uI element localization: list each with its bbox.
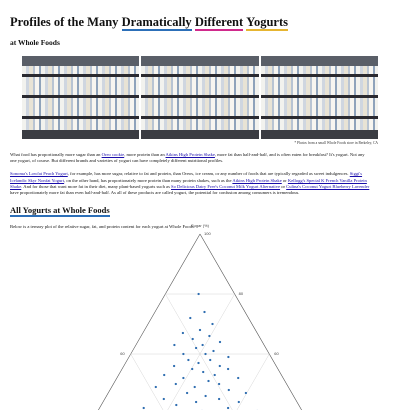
- grid-line-fat-1: [131, 354, 235, 410]
- data-point: [214, 374, 216, 376]
- tick-label-right-0: 100: [204, 231, 211, 236]
- data-point: [199, 329, 201, 331]
- link-sonoma-peach-yogurt[interactable]: Sonoma's Lowfat Peach Yogurt: [10, 171, 68, 176]
- title-highlight-dramatically: Dramatically: [122, 14, 192, 30]
- link-oreo-cookie[interactable]: Oreo cookie: [102, 152, 125, 157]
- data-point: [201, 344, 203, 346]
- data-point: [245, 392, 247, 394]
- yogurt-shelf-photo-2: [141, 56, 258, 139]
- yogurt-shelf-photo-1: [22, 56, 139, 139]
- text: have proportionately more fat than even …: [10, 190, 299, 195]
- data-point: [186, 392, 188, 394]
- intro-paragraph-1: What food has proportionally more sugar …: [10, 152, 370, 164]
- grid-line-protein-1: [165, 354, 269, 410]
- data-point: [228, 389, 230, 391]
- triangle-edge-left: [27, 234, 200, 410]
- data-point: [143, 407, 145, 409]
- triangle-edge-right: [200, 234, 373, 410]
- data-point: [218, 383, 220, 385]
- ternary-plot-svg: Sugar (%)10080604060: [10, 210, 390, 410]
- axis-label-sugar: Sugar (%): [191, 223, 210, 228]
- data-point: [227, 368, 229, 370]
- data-point: [207, 380, 209, 382]
- data-point: [219, 341, 221, 343]
- data-point: [175, 383, 177, 385]
- page-subtitle: at Whole Foods: [10, 38, 390, 47]
- data-point: [219, 365, 221, 367]
- tick-label-right-1: 80: [239, 291, 244, 296]
- data-point: [197, 293, 199, 295]
- data-point: [212, 350, 214, 352]
- tick-label-right-2: 60: [274, 351, 279, 356]
- data-point: [182, 377, 184, 379]
- data-point: [194, 386, 196, 388]
- title-highlight-yogurts: Yogurts: [246, 14, 288, 30]
- data-point: [163, 374, 165, 376]
- data-point: [227, 407, 229, 409]
- data-point: [204, 353, 206, 355]
- data-point: [191, 368, 193, 370]
- data-point: [173, 365, 175, 367]
- text: What food has proportionally more sugar …: [10, 152, 102, 157]
- title-prefix: Profiles of the Many: [10, 15, 122, 29]
- data-point: [192, 338, 194, 340]
- data-point: [203, 311, 205, 313]
- yogurt-shelf-photos: [22, 56, 378, 139]
- tick-label-left-1: 60: [120, 351, 125, 356]
- link-atkins-shake[interactable]: Atkins High Protein Shake: [166, 152, 215, 157]
- data-point: [238, 401, 240, 403]
- data-point: [182, 332, 184, 334]
- link-so-delicious-coconut[interactable]: So Delicious Dairy Free's Coconut Milk Y…: [171, 184, 280, 189]
- data-point: [175, 404, 177, 406]
- data-point: [195, 347, 197, 349]
- text: . And for those that want more fat in th…: [21, 184, 171, 189]
- link-culina-coconut[interactable]: Culina's Coconut Yogurt Blueberry Lavend…: [286, 184, 369, 189]
- data-point: [155, 386, 157, 388]
- title-highlight-different: Different: [195, 14, 243, 30]
- text: , more protein than an: [124, 152, 165, 157]
- data-point: [173, 344, 175, 346]
- data-point: [208, 335, 210, 337]
- data-point: [204, 395, 206, 397]
- data-point: [209, 359, 211, 361]
- data-point: [237, 377, 239, 379]
- data-point: [189, 317, 191, 319]
- data-point: [182, 353, 184, 355]
- data-point: [187, 359, 189, 361]
- text: , for example, has more sugar, relative …: [68, 171, 350, 176]
- data-point: [227, 356, 229, 358]
- photo-caption: * Photos from a small Whole Foods store …: [10, 141, 378, 145]
- page: Profiles of the Many Dramatically Differ…: [10, 0, 390, 229]
- intro-paragraph-2: Sonoma's Lowfat Peach Yogurt, for exampl…: [10, 171, 370, 196]
- text: , on the other hand, has proportionately…: [64, 178, 232, 183]
- data-point: [202, 371, 204, 373]
- data-point: [211, 323, 213, 325]
- data-point: [197, 362, 199, 364]
- ternary-plot: Sugar (%)10080604060: [10, 210, 390, 410]
- yogurt-shelf-photo-3: [261, 56, 378, 139]
- link-atkins-shake-2[interactable]: Atkins High Protein Shake: [232, 178, 281, 183]
- page-title: Profiles of the Many Dramatically Differ…: [10, 14, 390, 30]
- data-point: [195, 401, 197, 403]
